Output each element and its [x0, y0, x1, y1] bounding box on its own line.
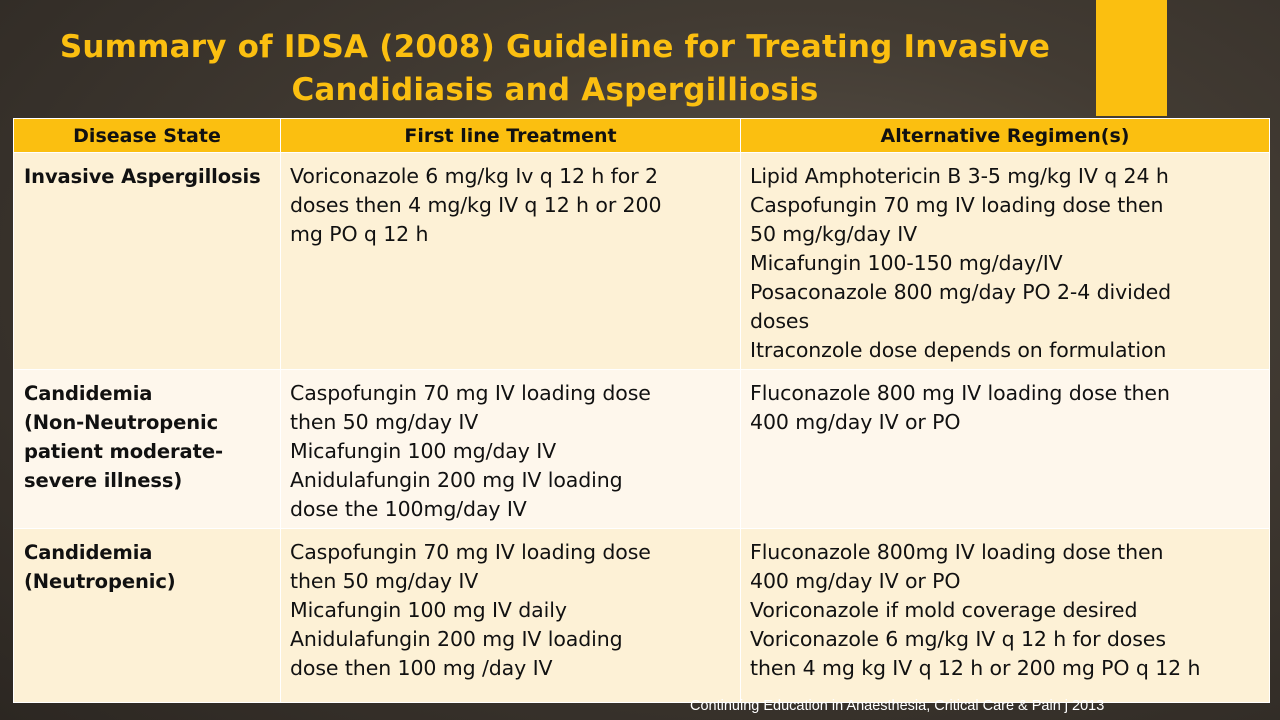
- cell-line: Caspofungin 70 mg IV loading dose: [290, 540, 651, 564]
- disease-cell: Candidemia (Non-Neutropenic patient mode…: [13, 369, 281, 529]
- cell-line: Voriconazole if mold coverage desired: [750, 598, 1138, 622]
- header-first-line-treatment: First line Treatment: [280, 118, 741, 153]
- cell-line: then 50 mg/day IV: [290, 410, 479, 434]
- cell-line: (Neutropenic): [24, 570, 176, 593]
- cell-line: 400 mg/day IV or PO: [750, 569, 961, 593]
- cell-line: Anidulafungin 200 mg IV loading: [290, 468, 623, 492]
- guideline-table: Disease State First line Treatment Alter…: [13, 118, 1270, 703]
- cell-line: 400 mg/day IV or PO: [750, 410, 961, 434]
- alternative-cell: Fluconazole 800mg IV loading dose then 4…: [740, 528, 1270, 703]
- table-row: Candidemia (Neutropenic) Caspofungin 70 …: [13, 528, 1270, 703]
- cell-line: Posaconazole 800 mg/day PO 2-4 divided: [750, 280, 1172, 304]
- cell-line: Fluconazole 800 mg IV loading dose then: [750, 381, 1170, 405]
- cell-line: Candidemia: [24, 382, 153, 405]
- header-disease-state: Disease State: [13, 118, 281, 153]
- cell-line: then 50 mg/day IV: [290, 569, 479, 593]
- first-line-cell: Caspofungin 70 mg IV loading dose then 5…: [280, 369, 741, 529]
- cell-line: dose then 100 mg /day IV: [290, 656, 553, 680]
- cell-line: dose the 100mg/day IV: [290, 497, 527, 521]
- table-header-row: Disease State First line Treatment Alter…: [13, 118, 1270, 153]
- source-citation: Continuing Education in Anaesthesia, Cri…: [690, 698, 1105, 714]
- cell-line: Lipid Amphotericin B 3-5 mg/kg IV q 24 h: [750, 164, 1169, 188]
- cell-line: Micafungin 100 mg IV daily: [290, 598, 567, 622]
- cell-line: then 4 mg kg IV q 12 h or 200 mg PO q 12…: [750, 656, 1201, 680]
- cell-line: 50 mg/kg/day IV: [750, 222, 918, 246]
- cell-line: Micafungin 100-150 mg/day/IV: [750, 251, 1063, 275]
- alternative-cell: Fluconazole 800 mg IV loading dose then …: [740, 369, 1270, 529]
- cell-line: Fluconazole 800mg IV loading dose then: [750, 540, 1164, 564]
- slide-title: Summary of IDSA (2008) Guideline for Tre…: [40, 26, 1070, 112]
- disease-cell: Candidemia (Neutropenic): [13, 528, 281, 703]
- cell-line: doses then 4 mg/kg IV q 12 h or 200: [290, 193, 662, 217]
- table-row: Candidemia (Non-Neutropenic patient mode…: [13, 369, 1270, 529]
- cell-line: Anidulafungin 200 mg IV loading: [290, 627, 623, 651]
- cell-line: doses: [750, 309, 810, 333]
- cell-line: mg PO q 12 h: [290, 222, 429, 246]
- title-line-1: Summary of IDSA (2008) Guideline for Tre…: [59, 29, 1051, 65]
- cell-line: Itraconzole dose depends on formulation: [750, 338, 1167, 362]
- cell-line: Candidemia: [24, 541, 153, 564]
- disease-cell: Invasive Aspergillosis: [13, 152, 281, 370]
- cell-line: Caspofungin 70 mg IV loading dose: [290, 381, 651, 405]
- cell-line: Voriconazole 6 mg/kg Iv q 12 h for 2: [290, 164, 658, 188]
- cell-line: patient moderate-: [24, 440, 223, 463]
- cell-line: Caspofungin 70 mg IV loading dose then: [750, 193, 1164, 217]
- accent-bar: [1096, 0, 1167, 116]
- alternative-cell: Lipid Amphotericin B 3-5 mg/kg IV q 24 h…: [740, 152, 1270, 370]
- cell-line: severe illness): [24, 469, 183, 492]
- title-line-2: Candidiasis and Aspergilliosis: [291, 72, 819, 108]
- cell-line: Micafungin 100 mg/day IV: [290, 439, 557, 463]
- header-alternative-regimens: Alternative Regimen(s): [740, 118, 1270, 153]
- cell-line: Invasive Aspergillosis: [24, 165, 261, 188]
- cell-line: Voriconazole 6 mg/kg IV q 12 h for doses: [750, 627, 1166, 651]
- table-row: Invasive Aspergillosis Voriconazole 6 mg…: [13, 152, 1270, 370]
- cell-line: (Non-Neutropenic: [24, 411, 219, 434]
- first-line-cell: Voriconazole 6 mg/kg Iv q 12 h for 2 dos…: [280, 152, 741, 370]
- first-line-cell: Caspofungin 70 mg IV loading dose then 5…: [280, 528, 741, 703]
